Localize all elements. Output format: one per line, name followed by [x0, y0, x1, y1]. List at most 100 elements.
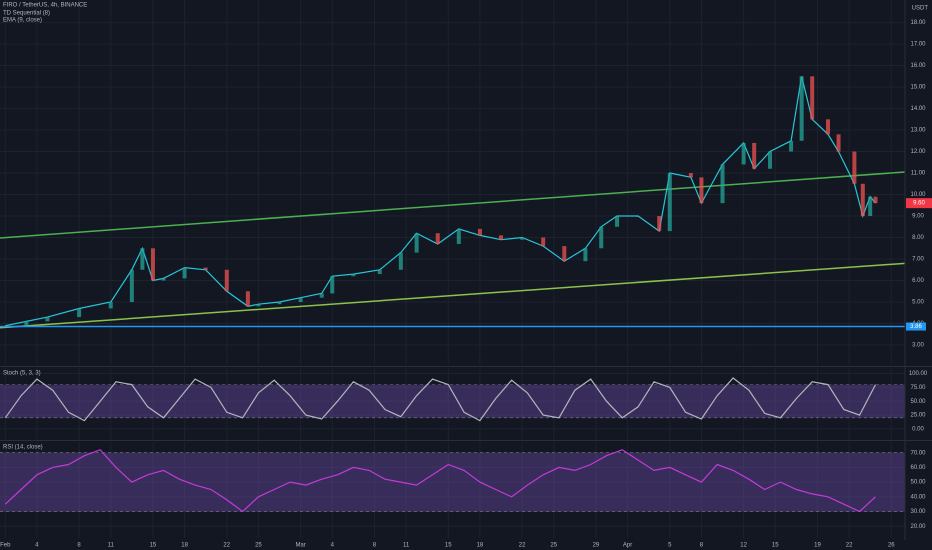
- x-tick-label: 15: [150, 543, 157, 549]
- x-tick-label: 8: [373, 543, 377, 549]
- series-line: [5, 76, 876, 327]
- candle: [108, 302, 113, 309]
- candle: [789, 140, 794, 152]
- series-line: [4, 377, 877, 422]
- y-tick-label: 75.00: [910, 385, 926, 391]
- candle: [277, 302, 282, 305]
- candle: [667, 173, 672, 232]
- candle: [562, 246, 567, 262]
- x-tick-label: 8: [77, 543, 81, 549]
- x-tick-label: 22: [846, 543, 853, 549]
- candle: [435, 233, 440, 244]
- y-tick-label: 17.00: [910, 42, 926, 48]
- x-tick-label: 11: [403, 543, 410, 549]
- y-tick-label: 30.00: [910, 509, 926, 515]
- y-tick-label: 8.00: [912, 235, 924, 241]
- candle: [414, 233, 419, 253]
- x-tick-label: 25: [550, 543, 557, 549]
- candle: [245, 291, 250, 307]
- candle: [810, 76, 815, 120]
- candle: [140, 248, 145, 270]
- candle: [599, 226, 604, 249]
- candle: [298, 297, 303, 303]
- x-tick-label: 25: [255, 543, 262, 549]
- x-tick-label: Mar: [295, 543, 305, 549]
- band-fill: [0, 452, 905, 512]
- candle: [752, 142, 757, 169]
- candle: [836, 134, 841, 152]
- y-tick-label: 40.00: [910, 494, 926, 500]
- x-tick-label: 15: [772, 543, 779, 549]
- x-tick-label: 18: [181, 543, 188, 549]
- pane-title: Stoch (5, 3, 3): [3, 371, 41, 377]
- candle: [699, 177, 704, 204]
- x-tick-label: 15: [445, 543, 452, 549]
- candle: [203, 267, 208, 270]
- y-tick-label: 18.00: [910, 20, 926, 26]
- candle: [161, 278, 166, 281]
- last-price-label: 9.60: [913, 201, 925, 207]
- candle: [767, 151, 772, 169]
- y-tick-label: 7.00: [912, 257, 924, 263]
- candle: [499, 235, 504, 240]
- y-tick-label: 15.00: [910, 85, 926, 91]
- candle: [398, 252, 403, 270]
- candle: [319, 293, 324, 298]
- pane-title: FIRO / TetherUS, 4h, BINANCE: [3, 3, 87, 9]
- x-tick-label: 26: [888, 543, 895, 549]
- x-tick-label: 29: [593, 543, 600, 549]
- candle: [541, 237, 546, 247]
- y-tick-label: 11.00: [911, 171, 926, 177]
- indicator-label: EMA (9, close): [3, 18, 42, 24]
- candle: [799, 76, 804, 141]
- candle: [583, 248, 588, 262]
- y-tick-label: 25.00: [910, 413, 926, 419]
- candle: [826, 119, 831, 135]
- candle: [45, 317, 50, 322]
- y-tick-label: 50.00: [910, 399, 926, 405]
- candle: [224, 269, 229, 292]
- candle: [520, 237, 525, 240]
- candle: [351, 274, 356, 277]
- x-tick-label: Apr: [623, 543, 632, 549]
- candle: [852, 151, 857, 184]
- candle: [868, 196, 873, 217]
- x-tick-label: 18: [477, 543, 484, 549]
- trend-line: [0, 262, 906, 329]
- y-tick-label: 5.00: [912, 300, 924, 306]
- candle: [129, 269, 134, 303]
- candle: [615, 216, 620, 227]
- y-tick-label: 12.00: [910, 149, 926, 155]
- candle: [24, 321, 29, 326]
- x-tick-label: 12: [740, 543, 747, 549]
- pane-title: RSI (14, close): [3, 445, 43, 451]
- band-fill: [0, 384, 905, 418]
- x-tick-label: 22: [223, 543, 230, 549]
- y-tick-label: 13.00: [910, 128, 926, 134]
- price-label-box: [906, 322, 926, 331]
- candle: [456, 228, 461, 244]
- candle: [741, 142, 746, 165]
- x-tick-label: 5: [668, 543, 672, 549]
- candle: [860, 183, 865, 217]
- candle: [657, 216, 662, 232]
- y-tick-label: 0.00: [912, 427, 924, 433]
- candle: [720, 164, 725, 204]
- y-tick-label: 70.00: [910, 450, 926, 456]
- y-tick-label: 9.00: [912, 214, 924, 220]
- candle: [77, 308, 82, 318]
- y-tick-label: 14.00: [910, 106, 926, 112]
- candle: [256, 304, 261, 307]
- x-tick-label: 4: [35, 543, 39, 549]
- x-tick-label: 4: [331, 543, 335, 549]
- x-tick-label: 11: [108, 543, 115, 549]
- y-tick-label: 6.00: [912, 278, 924, 284]
- candle: [182, 267, 187, 279]
- candle: [477, 228, 482, 236]
- indicator-label: TD Sequential (8): [3, 11, 50, 17]
- y-tick-label: 10.00: [910, 192, 926, 198]
- candle: [688, 173, 693, 178]
- candle: [330, 276, 335, 294]
- y-tick-label: 100.00: [909, 371, 928, 377]
